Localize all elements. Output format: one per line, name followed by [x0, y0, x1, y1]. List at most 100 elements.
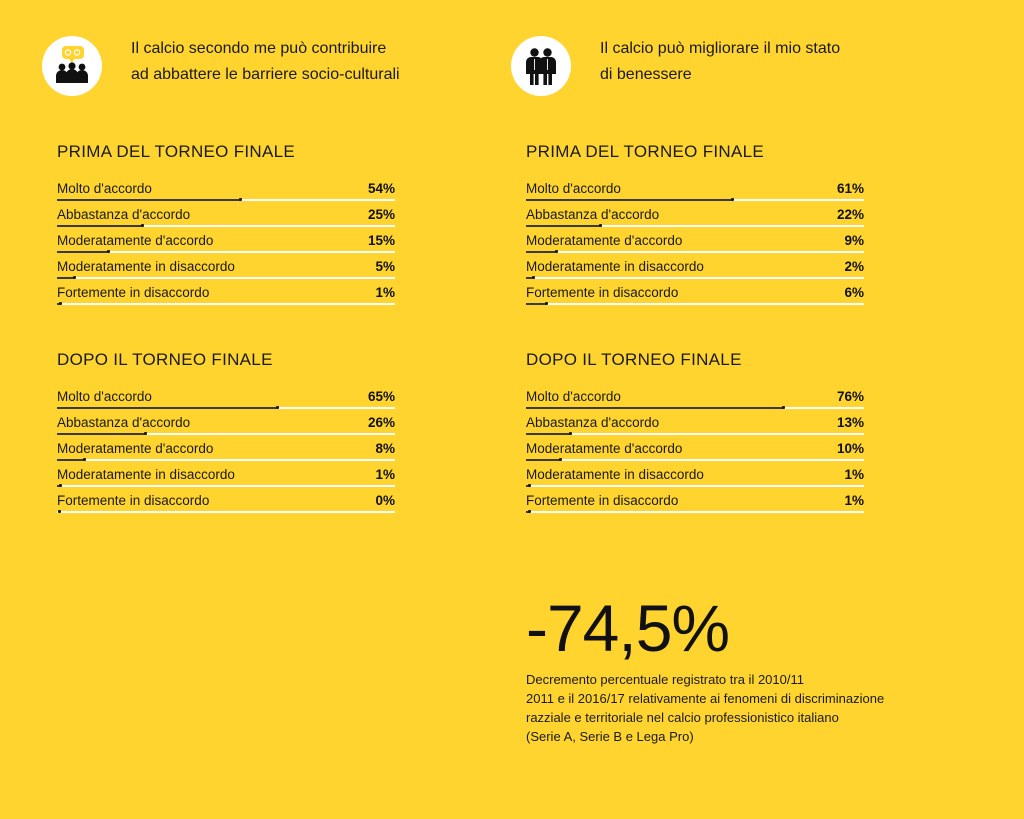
bar-marker: [528, 510, 532, 513]
bar-track: [526, 458, 864, 461]
section-after: DOPO IL TORNEO FINALE Molto d'accordo 76%…: [526, 348, 864, 514]
panel-header: Il calcio può migliorare il mio stato di…: [511, 36, 931, 100]
bar-track: [526, 224, 864, 227]
bar-fill: [526, 459, 560, 461]
bar-fill: [526, 199, 733, 201]
bar-fill: [57, 225, 142, 227]
bar-marker: [59, 302, 63, 305]
bar-fill: [526, 485, 530, 487]
bar-row: Abbastanza d'accordo 25%: [57, 202, 395, 228]
bar-row: Moderatamente d'accordo 9%: [526, 228, 864, 254]
bar-row: Molto d'accordo 54%: [57, 176, 395, 202]
bar-track: [57, 432, 395, 435]
section-title: PRIMA DEL TORNEO FINALE: [526, 142, 765, 161]
bar-row: Moderatamente in disaccordo 1%: [526, 462, 864, 488]
bar-marker: [555, 250, 559, 253]
bar-fill: [526, 303, 547, 305]
bar-fill: [526, 251, 557, 253]
bar-track: [57, 484, 395, 487]
bar-row: Abbastanza d'accordo 26%: [57, 410, 395, 436]
bar-label: Moderatamente in disaccordo: [526, 259, 704, 274]
bar-value-label: 25%: [367, 207, 395, 222]
bar-value-label: 6%: [844, 285, 864, 300]
stat-description: Decremento percentuale registrato tra il…: [526, 672, 885, 744]
bar-value-label: 22%: [836, 207, 864, 222]
bar-label: Fortemente in disaccordo: [526, 493, 679, 508]
bar-track: [526, 432, 864, 435]
bar-label: Molto d'accordo: [526, 389, 621, 404]
stat-block: -74,5% Decremento percentuale registrato…: [526, 590, 966, 746]
bar-marker: [275, 406, 279, 409]
bar-track: [526, 302, 864, 305]
bar-row: Moderatamente d'accordo 10%: [526, 436, 864, 462]
bar-marker: [106, 250, 110, 253]
bar-value-label: 26%: [367, 415, 395, 430]
bar-value-label: 54%: [367, 181, 395, 196]
panel-header: Il calcio secondo me può contribuire ad …: [42, 36, 462, 100]
bar-list: Molto d'accordo 54% Abbastanza d'accordo 25…: [57, 176, 395, 306]
bar-fill: [57, 303, 61, 305]
bar-value-label: 1%: [844, 493, 864, 508]
section-before: PRIMA DEL TORNEO FINALE Molto d'accordo 5…: [57, 140, 395, 306]
bar-list: Molto d'accordo 76% Abbastanza d'accordo 13…: [526, 384, 864, 514]
bar-marker: [143, 432, 147, 435]
bar-track: [57, 458, 395, 461]
stat-value: -74,5%: [526, 591, 730, 665]
two-people-icon: [511, 36, 571, 96]
bar-track: [57, 510, 395, 513]
bar-fill: [57, 485, 61, 487]
bar-row: Moderatamente d'accordo 8%: [57, 436, 395, 462]
bar-track: [526, 250, 864, 253]
bar-fill: [526, 225, 601, 227]
bar-label: Molto d'accordo: [57, 181, 152, 196]
bar-label: Abbastanza d'accordo: [57, 207, 191, 222]
bar-row: Molto d'accordo 61%: [526, 176, 864, 202]
bar-fill: [57, 433, 145, 435]
bar-label: Moderatamente in disaccordo: [57, 467, 235, 482]
section-title: DOPO IL TORNEO FINALE: [526, 350, 742, 369]
bar-value-label: 15%: [367, 233, 395, 248]
bar-marker: [568, 432, 572, 435]
bar-fill: [526, 277, 533, 279]
bar-row: Fortemente in disaccordo 1%: [526, 488, 864, 514]
bar-row: Molto d'accordo 65%: [57, 384, 395, 410]
bar-track: [57, 198, 395, 201]
bar-label: Abbastanza d'accordo: [57, 415, 191, 430]
bar-label: Molto d'accordo: [526, 181, 621, 196]
bar-fill: [57, 277, 74, 279]
bar-label: Fortemente in disaccordo: [57, 285, 210, 300]
bar-track: [526, 510, 864, 513]
bar-marker: [731, 198, 735, 201]
bar-track: [526, 276, 864, 279]
bar-fill: [526, 433, 570, 435]
bar-track: [526, 198, 864, 201]
bar-label: Moderatamente d'accordo: [526, 233, 683, 248]
section-title: PRIMA DEL TORNEO FINALE: [57, 142, 296, 161]
bar-track: [57, 302, 395, 305]
bar-label: Moderatamente in disaccordo: [526, 467, 704, 482]
bar-row: Moderatamente in disaccordo 5%: [57, 254, 395, 280]
bar-row: Molto d'accordo 76%: [526, 384, 864, 410]
panel-heading: Il calcio secondo me può contribuire ad …: [131, 40, 400, 83]
bar-row: Moderatamente d'accordo 15%: [57, 228, 395, 254]
people-speech-icon: [42, 36, 102, 96]
section-after: DOPO IL TORNEO FINALE Molto d'accordo 65%…: [57, 348, 395, 514]
bar-value-label: 1%: [375, 467, 395, 482]
bar-row: Abbastanza d'accordo 22%: [526, 202, 864, 228]
bar-value-label: 5%: [375, 259, 395, 274]
bar-label: Abbastanza d'accordo: [526, 415, 660, 430]
bar-row: Fortemente in disaccordo 0%: [57, 488, 395, 514]
bar-marker: [238, 198, 242, 201]
bar-track: [57, 276, 395, 279]
bar-fill: [57, 251, 108, 253]
bar-marker: [558, 458, 562, 461]
bar-marker: [599, 224, 603, 227]
bar-value-label: 1%: [844, 467, 864, 482]
bar-value-label: 8%: [375, 441, 395, 456]
bar-marker: [140, 224, 144, 227]
bar-marker: [545, 302, 549, 305]
bar-row: Moderatamente in disaccordo 2%: [526, 254, 864, 280]
section-before: PRIMA DEL TORNEO FINALE Molto d'accordo 6…: [526, 140, 864, 306]
bar-list: Molto d'accordo 61% Abbastanza d'accordo 22…: [526, 176, 864, 306]
bar-label: Fortemente in disaccordo: [57, 493, 210, 508]
